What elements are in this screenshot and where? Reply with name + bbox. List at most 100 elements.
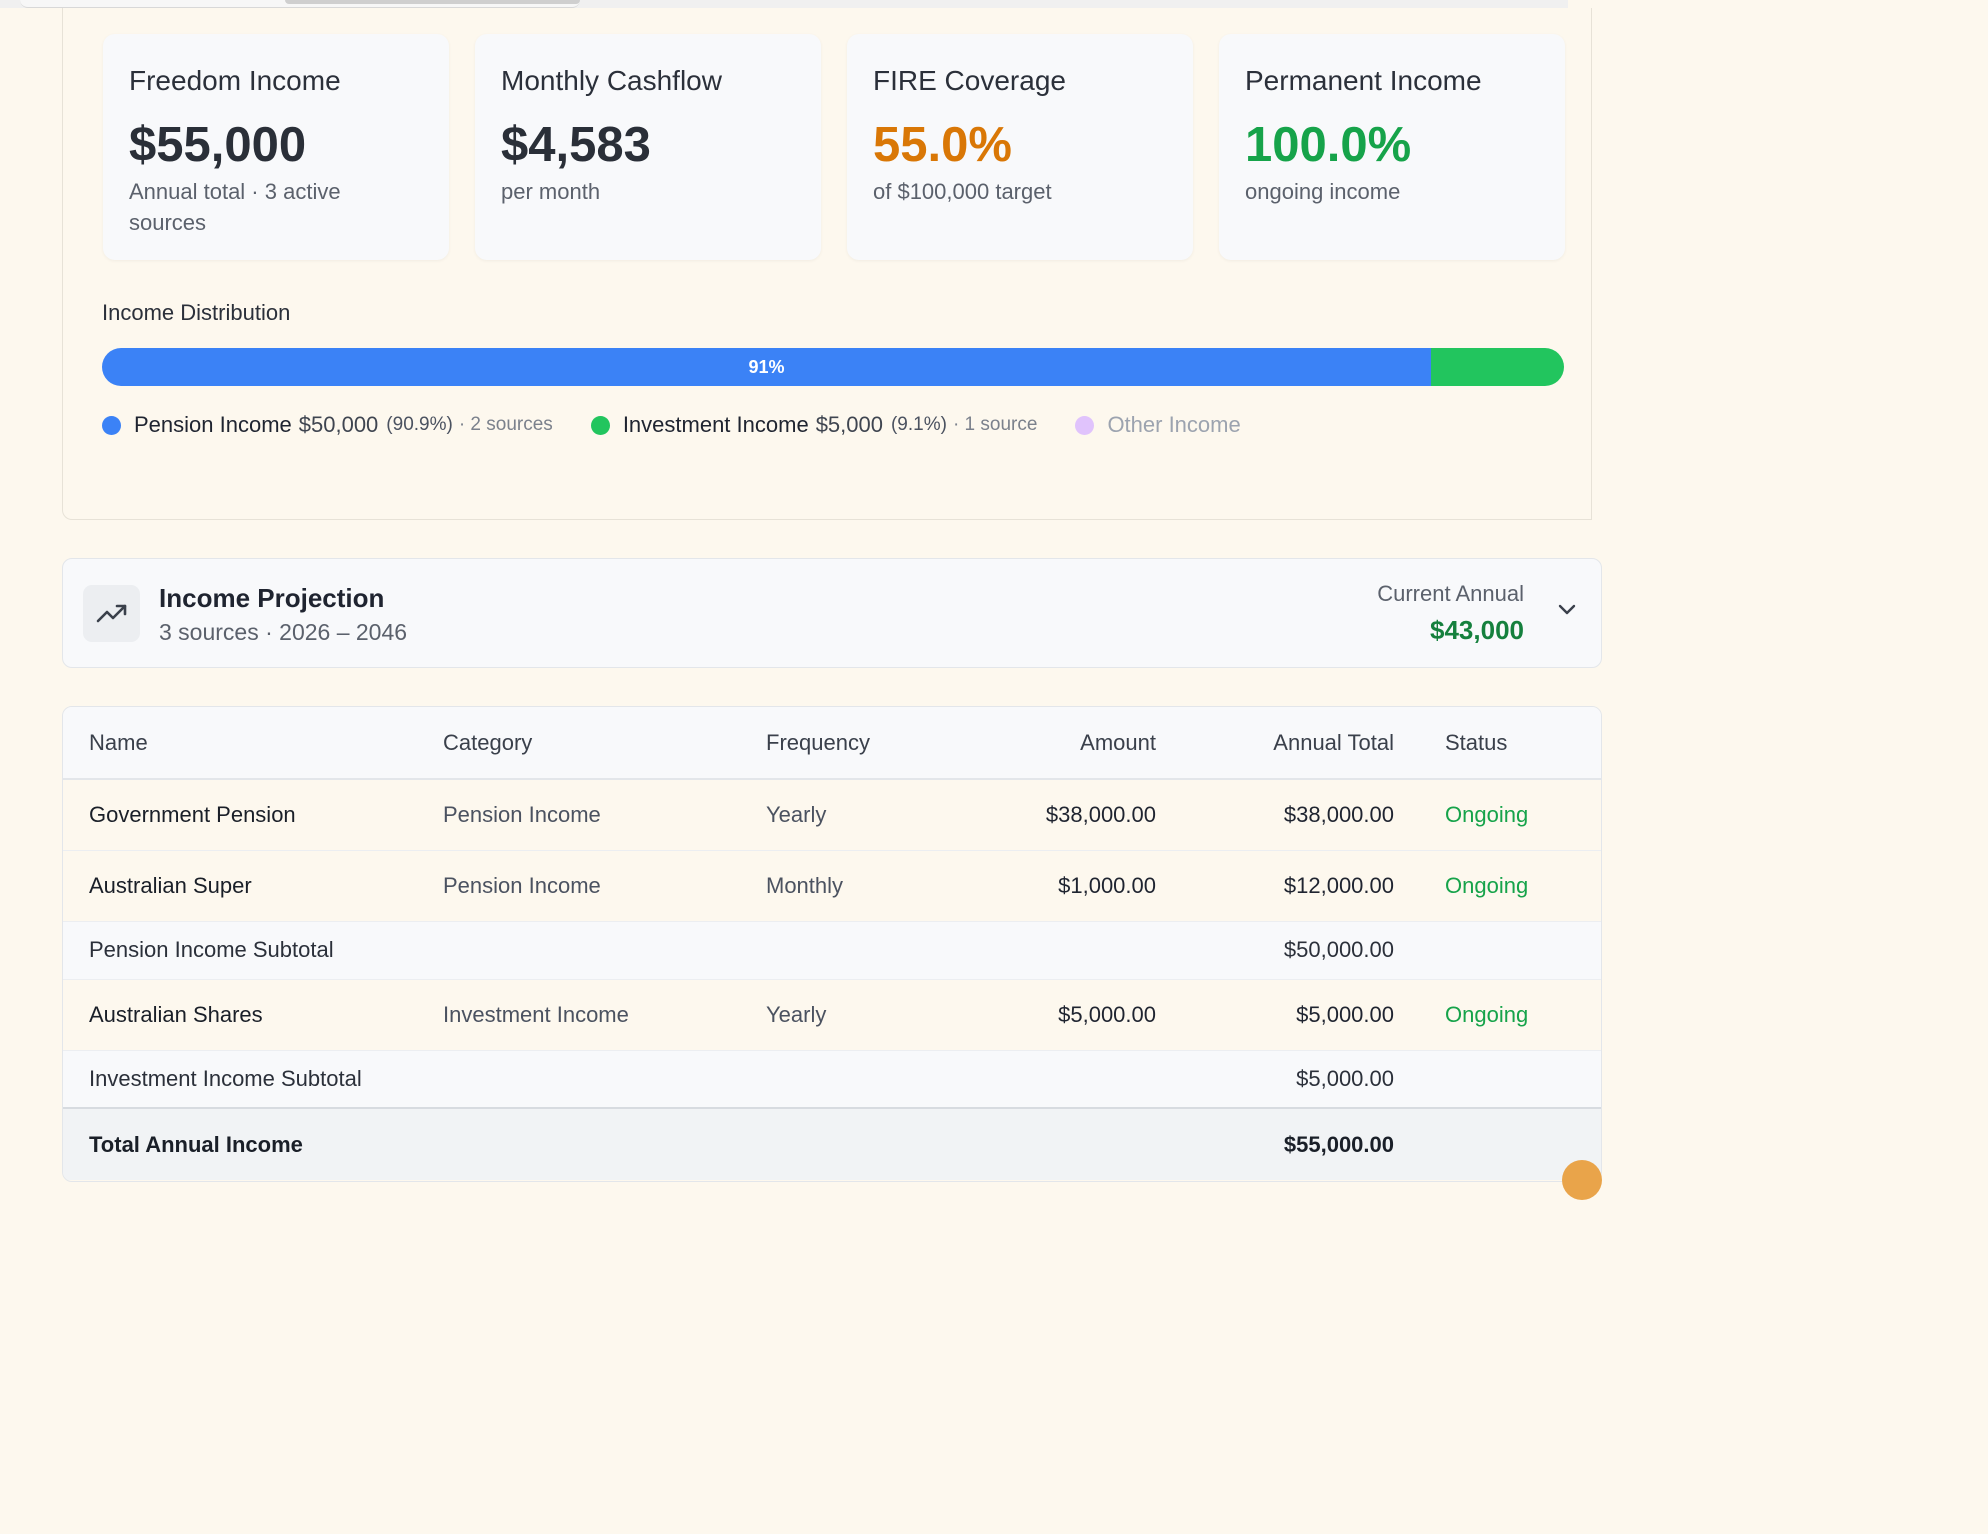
subtotal-value: $5,000.00 — [1156, 1050, 1394, 1109]
legend-dot — [1075, 415, 1095, 435]
legend-amount: $50,000 — [298, 412, 379, 437]
projection-title: Income Projection — [159, 583, 385, 613]
cell-category: Investment Income — [443, 979, 766, 1051]
empty-cell — [996, 921, 1156, 980]
card-value: 55.0% — [873, 118, 1012, 172]
cell-category: Pension Income — [443, 779, 766, 851]
legend-amount: $5,000 — [815, 412, 883, 437]
total-value: $55,000.00 — [1156, 1107, 1394, 1180]
empty-cell — [766, 1107, 996, 1180]
browser-top-strip — [0, 0, 1568, 8]
column-header-category[interactable]: Category — [443, 707, 766, 780]
help-bubble[interactable] — [1562, 1160, 1602, 1200]
income-table: Name Category Frequency Amount Annual To… — [62, 706, 1602, 1182]
legend-sources: · 2 sources — [458, 414, 553, 435]
legend-item-pension[interactable]: Pension Income $50,000 (90.9%) · 2 sourc… — [102, 412, 553, 438]
card-value: $4,583 — [501, 118, 651, 172]
column-header-name[interactable]: Name — [63, 707, 443, 780]
tab-stub-active[interactable] — [285, 0, 580, 4]
cell-amount: $1,000.00 — [996, 850, 1156, 922]
table-row[interactable]: Australian Shares Investment Income Year… — [63, 979, 1601, 1051]
column-header-status[interactable]: Status — [1394, 707, 1601, 780]
card-subtitle: of $100,000 target — [873, 179, 1052, 204]
cell-amount: $5,000.00 — [996, 979, 1156, 1051]
legend-item-investment[interactable]: Investment Income $5,000 (9.1%) · 1 sour… — [590, 412, 1038, 438]
table-row[interactable]: Australian Super Pension Income Monthly … — [63, 850, 1601, 922]
distribution-bar: 91% — [102, 348, 1564, 386]
legend-name: Other Income — [1107, 412, 1241, 437]
cell-status: Ongoing — [1394, 979, 1601, 1051]
subtotal-row-investment: Investment Income Subtotal $5,000.00 — [63, 1050, 1601, 1109]
chevron-down-icon[interactable] — [1557, 603, 1577, 622]
legend-percent: (90.9%) — [386, 414, 453, 435]
table-row[interactable]: Government Pension Pension Income Yearly… — [63, 779, 1601, 851]
projection-subtitle: 3 sources · 2026 – 2046 — [159, 619, 408, 645]
card-value: $55,000 — [129, 118, 307, 172]
income-projection-header[interactable]: Income Projection 3 sources · 2026 – 204… — [62, 558, 1602, 668]
cell-name: Australian Super — [63, 850, 443, 922]
card-freedom-income: Freedom Income $55,000 Annual total · 3 … — [103, 34, 449, 260]
segment-pension-income[interactable]: 91% — [102, 348, 1431, 386]
cell-name: Australian Shares — [63, 979, 443, 1051]
current-annual-label: Current Annual — [1377, 581, 1524, 606]
card-fire-coverage: FIRE Coverage 55.0% of $100,000 target — [847, 34, 1193, 260]
subtotal-label: Pension Income Subtotal — [63, 921, 443, 980]
empty-cell — [1394, 1050, 1601, 1109]
card-permanent-income: Permanent Income 100.0% ongoing income — [1219, 34, 1565, 260]
legend-sources: · 1 source — [952, 414, 1038, 435]
cell-name: Government Pension — [63, 779, 443, 851]
cell-annual-total: $12,000.00 — [1156, 850, 1394, 922]
card-title: FIRE Coverage — [873, 65, 1066, 96]
summary-panel: Freedom Income $55,000 Annual total · 3 … — [62, 8, 1592, 520]
subtotal-row-pension: Pension Income Subtotal $50,000.00 — [63, 921, 1601, 980]
cell-annual-total: $38,000.00 — [1156, 779, 1394, 851]
segment-investment-income[interactable] — [1430, 348, 1564, 386]
total-row: Total Annual Income $55,000.00 — [63, 1107, 1601, 1180]
table-header-row: Name Category Frequency Amount Annual To… — [63, 707, 1601, 780]
legend-item-other[interactable]: Other Income — [1075, 412, 1241, 438]
cell-frequency: Monthly — [766, 850, 996, 922]
total-label: Total Annual Income — [63, 1107, 443, 1180]
empty-cell — [766, 1050, 996, 1109]
summary-cards: Freedom Income $55,000 Annual total · 3 … — [103, 34, 1565, 260]
card-title: Permanent Income — [1245, 65, 1482, 96]
cell-category: Pension Income — [443, 850, 766, 922]
card-value: 100.0% — [1245, 118, 1412, 172]
card-subtitle: ongoing income — [1245, 179, 1401, 204]
current-annual-value: $43,000 — [1430, 615, 1524, 645]
card-title: Monthly Cashflow — [501, 65, 722, 96]
card-subtitle: per month — [501, 179, 601, 204]
trending-up-icon — [83, 585, 140, 642]
legend-dot — [590, 415, 610, 435]
empty-cell — [443, 1050, 766, 1109]
subtotal-label: Investment Income Subtotal — [63, 1050, 443, 1109]
column-header-frequency[interactable]: Frequency — [766, 707, 996, 780]
cell-status: Ongoing — [1394, 779, 1601, 851]
distribution-legend: Pension Income $50,000 (90.9%) · 2 sourc… — [102, 412, 1279, 438]
column-header-amount[interactable]: Amount — [996, 707, 1156, 780]
cell-amount: $38,000.00 — [996, 779, 1156, 851]
legend-name: Pension Income — [134, 412, 292, 437]
legend-percent: (9.1%) — [890, 414, 947, 435]
empty-cell — [443, 921, 766, 980]
tab-stub[interactable] — [20, 0, 580, 8]
empty-cell — [443, 1107, 766, 1180]
card-monthly-cashflow: Monthly Cashflow $4,583 per month — [475, 34, 821, 260]
empty-cell — [766, 921, 996, 980]
empty-cell — [1394, 1107, 1601, 1180]
legend-name: Investment Income — [622, 412, 809, 437]
empty-cell — [996, 1107, 1156, 1180]
card-subtitle: Annual total · 3 active sources — [129, 179, 341, 235]
subtotal-value: $50,000.00 — [1156, 921, 1394, 980]
legend-dot — [102, 415, 121, 435]
empty-cell — [1394, 921, 1601, 980]
segment-label: 91% — [748, 356, 785, 377]
cell-frequency: Yearly — [766, 779, 996, 851]
card-title: Freedom Income — [129, 65, 341, 96]
column-header-annual-total[interactable]: Annual Total — [1156, 707, 1394, 780]
empty-cell — [996, 1050, 1156, 1109]
cell-status: Ongoing — [1394, 850, 1601, 922]
cell-annual-total: $5,000.00 — [1156, 979, 1394, 1051]
distribution-title: Income Distribution — [102, 300, 291, 325]
current-annual: Current Annual $43,000 — [1377, 581, 1524, 646]
